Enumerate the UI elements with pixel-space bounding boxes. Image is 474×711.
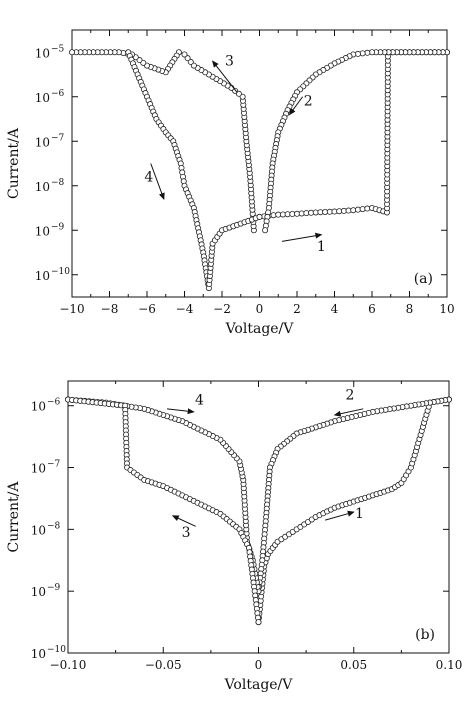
y-tick-exponent: −9 xyxy=(47,583,61,593)
x-tick-label: −2 xyxy=(213,302,231,316)
x-tick-label: 6 xyxy=(368,302,376,316)
y-tick-label: 10 xyxy=(35,269,50,283)
sweep-label: 1 xyxy=(317,239,326,255)
series-line xyxy=(67,399,259,623)
sweep-label: 3 xyxy=(182,525,191,541)
y-tick-label: 10 xyxy=(35,135,50,149)
direction-arrow xyxy=(171,515,196,527)
sweep-label: 2 xyxy=(304,94,313,110)
x-tick-label: −6 xyxy=(138,302,156,316)
sweep-label: 4 xyxy=(144,169,153,185)
y-tick-label: 10 xyxy=(31,462,46,476)
y-tick-label: 10 xyxy=(35,180,50,194)
data-point xyxy=(262,227,269,234)
y-axis-title: Current/A xyxy=(6,481,22,553)
data-point xyxy=(256,213,263,220)
x-tick-label: −0.10 xyxy=(50,658,87,672)
sweep-label: 4 xyxy=(195,392,204,408)
chart-panel: −0.10 −0.05 0 0.05 0.1010−1010−910−810−710−6… xyxy=(6,380,463,693)
direction-arrow xyxy=(281,232,323,242)
y-axis-title: Current/A xyxy=(6,127,22,199)
y-tick-label: 10 xyxy=(31,400,46,414)
sweep-label: 2 xyxy=(345,388,354,404)
y-tick-label: 10 xyxy=(31,523,46,537)
x-tick-label: −10 xyxy=(59,302,84,316)
y-tick-exponent: −6 xyxy=(51,89,65,99)
x-axis-title: Voltage/V xyxy=(224,677,294,693)
x-tick-label: −4 xyxy=(176,302,194,316)
x-tick-label: 10 xyxy=(439,302,454,316)
x-tick-label: −8 xyxy=(101,302,119,316)
x-tick-label: 0 xyxy=(256,302,264,316)
x-tick-label: 4 xyxy=(331,302,339,316)
data-point xyxy=(181,51,188,58)
x-tick-label: 0.10 xyxy=(436,658,463,672)
series-line xyxy=(264,51,447,231)
sweep-label: 1 xyxy=(355,506,364,522)
series-line xyxy=(67,399,259,592)
y-tick-exponent: −10 xyxy=(47,645,66,655)
x-axis-title: Voltage/V xyxy=(225,321,295,337)
direction-arrow xyxy=(333,408,364,417)
y-tick-exponent: −7 xyxy=(51,133,65,143)
data-point xyxy=(255,619,262,626)
data-point xyxy=(184,55,191,62)
direction-arrow xyxy=(325,510,355,521)
x-tick-label: 0.05 xyxy=(340,658,367,672)
y-tick-exponent: −6 xyxy=(47,398,61,408)
y-tick-label: 10 xyxy=(35,224,50,238)
panel-label: (a) xyxy=(414,271,433,287)
y-tick-exponent: −8 xyxy=(51,178,65,188)
y-tick-exponent: −9 xyxy=(51,222,65,232)
direction-arrow xyxy=(212,60,238,93)
direction-arrow xyxy=(150,163,165,201)
y-tick-label: 10 xyxy=(35,46,50,60)
direction-arrow xyxy=(167,408,195,415)
series-line xyxy=(259,51,447,218)
data-point xyxy=(69,49,76,56)
y-tick-exponent: −8 xyxy=(47,521,61,531)
y-tick-label: 10 xyxy=(31,647,46,661)
y-tick-exponent: −7 xyxy=(47,460,61,470)
sweep-label: 3 xyxy=(225,54,234,70)
plot-frame xyxy=(71,29,448,298)
data-point xyxy=(190,62,197,69)
data-point xyxy=(187,58,194,65)
direction-arrow xyxy=(288,96,304,116)
y-tick-exponent: −5 xyxy=(51,44,65,54)
x-tick-label: −0.05 xyxy=(145,658,182,672)
panel-label: (b) xyxy=(415,627,435,643)
y-tick-exponent: −10 xyxy=(51,267,70,277)
y-tick-label: 10 xyxy=(31,585,46,599)
y-tick-label: 10 xyxy=(35,91,50,105)
x-tick-label: 0 xyxy=(255,658,263,672)
x-tick-label: 8 xyxy=(406,302,414,316)
x-tick-label: 2 xyxy=(293,302,301,316)
